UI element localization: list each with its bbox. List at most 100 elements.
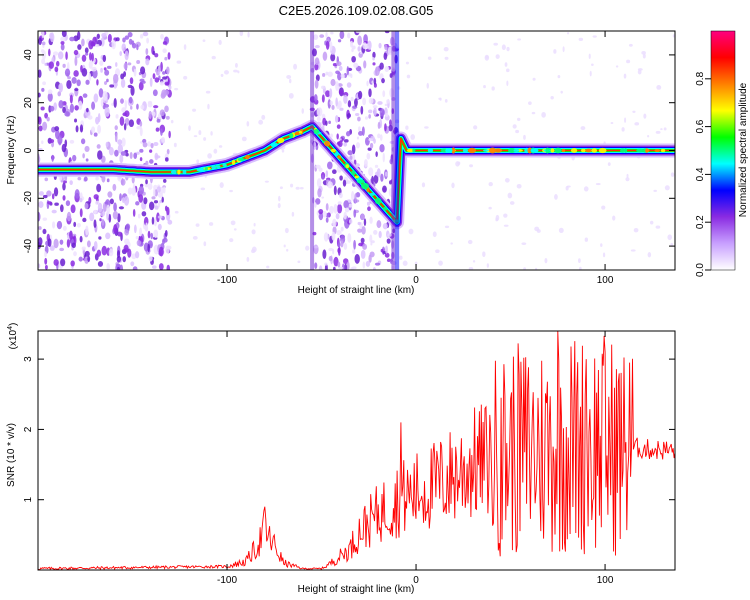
noise-speckle <box>106 263 110 270</box>
noise-speckle <box>456 215 461 221</box>
noise-speckle <box>331 231 336 241</box>
noise-speckle <box>350 96 354 102</box>
noise-speckle <box>350 73 353 79</box>
noise-speckle <box>325 203 329 211</box>
noise-speckle <box>205 90 211 94</box>
noise-speckle <box>167 52 171 60</box>
noise-speckle <box>368 114 371 119</box>
noise-speckle <box>364 45 369 49</box>
noise-speckle <box>67 76 71 80</box>
spectrogram-panel: -100 0 100 -40 -20 0 20 40 Height of straight l… <box>6 30 676 296</box>
noise-speckle <box>85 52 89 56</box>
noise-speckle <box>161 196 164 203</box>
noise-speckle <box>329 100 333 106</box>
noise-speckle <box>57 51 64 60</box>
noise-speckle <box>133 68 137 77</box>
noise-speckle <box>183 75 188 80</box>
noise-speckle <box>98 236 102 240</box>
noise-speckle <box>382 110 385 115</box>
noise-speckle <box>288 78 292 84</box>
noise-speckle <box>333 185 337 196</box>
noise-speckle <box>79 235 83 243</box>
noise-speckle <box>152 50 156 56</box>
noise-speckle <box>174 87 179 91</box>
noise-speckle <box>132 183 136 193</box>
noise-speckle <box>106 178 110 183</box>
noise-speckle <box>521 242 527 245</box>
noise-speckle <box>382 152 385 163</box>
noise-speckle <box>406 74 411 79</box>
noise-speckle <box>129 151 133 159</box>
noise-speckle <box>557 75 561 79</box>
noise-speckle <box>58 83 62 91</box>
noise-speckle <box>663 127 667 131</box>
noise-speckle <box>615 65 619 68</box>
noise-speckle <box>229 189 233 193</box>
noise-speckle <box>86 107 89 113</box>
noise-speckle <box>127 248 132 258</box>
noise-speckle <box>42 194 48 199</box>
noise-speckle <box>52 51 59 56</box>
noise-speckle <box>73 221 77 228</box>
noise-speckle <box>488 206 492 210</box>
noise-speckle <box>48 61 55 69</box>
noise-speckle <box>198 130 202 136</box>
noise-speckle <box>65 51 68 60</box>
noise-speckle <box>443 47 449 52</box>
noise-speckle <box>139 157 143 162</box>
ridge-blob <box>406 148 414 153</box>
noise-speckle <box>368 167 374 177</box>
noise-speckle <box>151 216 155 225</box>
colorbar-ticks: 0.0 0.2 0.4 0.6 0.8 <box>695 71 711 277</box>
noise-speckle <box>128 119 135 128</box>
noise-speckle <box>105 141 109 148</box>
noise-speckle <box>109 198 114 205</box>
noise-speckle <box>166 66 170 75</box>
noise-speckle <box>379 144 385 153</box>
ridge-blob <box>313 128 320 134</box>
snr-x-label: Height of straight line (km) <box>298 584 415 595</box>
noise-speckle <box>99 218 102 222</box>
noise-speckle <box>235 63 238 68</box>
noise-speckle <box>554 194 558 200</box>
noise-speckle <box>332 169 337 175</box>
noise-speckle <box>343 242 348 250</box>
ridge-blob <box>483 149 489 152</box>
noise-speckle <box>509 201 515 205</box>
noise-speckle <box>41 58 46 65</box>
noise-speckle <box>336 61 342 67</box>
noise-speckle <box>468 267 474 270</box>
noise-speckle <box>93 93 99 103</box>
noise-speckle <box>506 68 510 73</box>
noise-speckle <box>384 103 388 107</box>
noise-speckle <box>65 200 71 207</box>
noise-speckle <box>366 80 369 87</box>
noise-speckle <box>246 256 250 262</box>
colorbar: 0.0 0.2 0.4 0.6 0.8 Normalized spectral ampl… <box>695 30 749 277</box>
noise-speckle <box>495 54 500 59</box>
noise-speckle <box>149 77 153 88</box>
noise-speckle <box>83 176 88 182</box>
noise-speckle <box>632 110 636 113</box>
noise-speckle <box>44 265 48 270</box>
noise-speckle <box>321 196 325 199</box>
noise-speckle <box>82 93 88 98</box>
noise-speckle <box>104 69 110 76</box>
noise-speckle <box>322 73 326 77</box>
noise-speckle <box>247 31 250 38</box>
noise-speckle <box>119 264 124 270</box>
noise-speckle <box>578 37 584 41</box>
noise-speckle <box>340 73 345 79</box>
noise-speckle <box>111 40 116 50</box>
noise-speckle <box>120 151 127 156</box>
noise-speckle <box>327 161 333 170</box>
noise-speckle <box>162 76 168 80</box>
noise-speckle <box>444 99 448 103</box>
noise-speckle <box>330 133 333 138</box>
ridge-blob <box>580 148 586 153</box>
noise-speckle <box>136 103 139 110</box>
noise-speckle <box>51 141 55 148</box>
snr-panel: -100 0 100 1 2 3 Height of straight line (km)… <box>6 323 676 595</box>
noise-speckle <box>104 81 107 85</box>
noise-speckle <box>93 219 97 229</box>
